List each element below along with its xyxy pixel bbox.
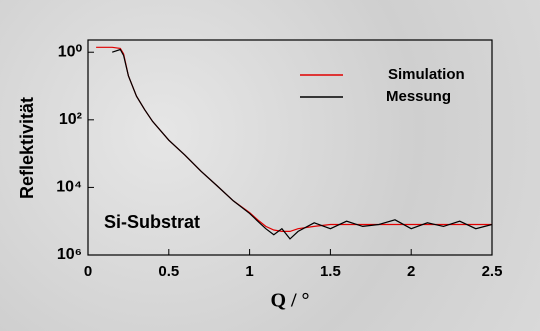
data-line bbox=[112, 48, 493, 240]
y-axis-label: Reflektivität bbox=[17, 97, 37, 199]
x-tick-label: 2.5 bbox=[482, 263, 503, 280]
x-tick-label: 1.5 bbox=[320, 263, 341, 280]
x-tick-label: 0.5 bbox=[158, 263, 179, 280]
legend-label: Simulation bbox=[388, 66, 465, 83]
plot-frame bbox=[87, 39, 493, 256]
y-tick-label: 10⁶ bbox=[57, 246, 82, 263]
x-axis-label: Q / ° bbox=[270, 290, 309, 312]
x-tick-label: 2 bbox=[407, 263, 415, 280]
x-tick-label: 1 bbox=[245, 263, 253, 280]
y-tick-label: 10⁴ bbox=[56, 179, 82, 196]
x-tick-label: 0 bbox=[84, 263, 92, 280]
legend-label: Messung bbox=[386, 88, 451, 105]
annotation: Si-Substrat bbox=[104, 212, 200, 232]
y-tick-label: 10⁰ bbox=[58, 43, 83, 60]
y-tick-label: 10² bbox=[59, 111, 82, 128]
